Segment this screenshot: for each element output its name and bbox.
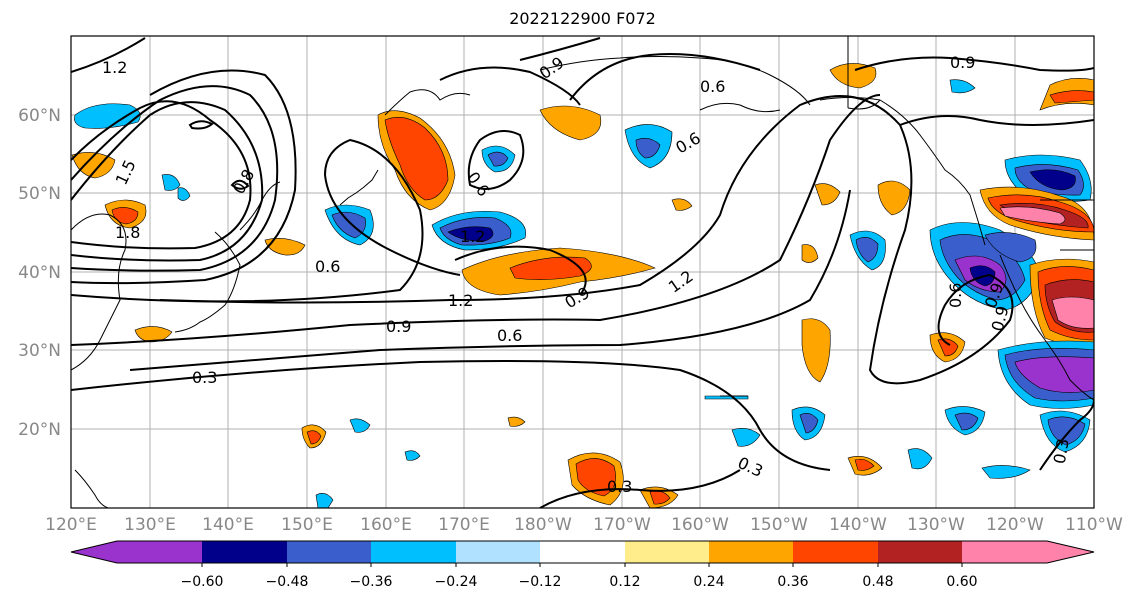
colorbar-swatch [709,541,793,563]
map-title: 2022122900 F072 [509,9,656,28]
lat-label: 30°N [18,341,61,361]
lon-label: 160°E [360,515,412,535]
svg-text:0.3: 0.3 [1050,437,1073,465]
lon-label: 140°E [202,515,254,535]
lon-label: 130°E [124,515,176,535]
colorbar-swatch [456,541,540,563]
lon-label: 170°W [593,515,651,535]
colorbar-swatch [878,541,962,563]
latitude-labels: 60°N 50°N 40°N 30°N 20°N [18,106,61,440]
svg-text:1.2: 1.2 [448,291,473,310]
colorbar-label: −0.24 [435,574,478,590]
lon-label: 150°E [281,515,333,535]
svg-text:0.3: 0.3 [192,368,217,387]
svg-text:0.3: 0.3 [607,477,632,496]
svg-text:1.2: 1.2 [460,227,485,246]
lon-label: 150°W [750,515,808,535]
lon-label: 110°W [1065,515,1123,535]
lon-label: 130°W [907,515,965,535]
lat-label: 40°N [18,263,61,283]
svg-text:0.6: 0.6 [497,326,522,345]
colorbar-label: 0.48 [862,574,893,590]
colorbar-label: 0.24 [693,574,724,590]
svg-text:0.9: 0.9 [386,317,411,336]
colorbar-swatch [793,541,878,563]
colorbar-label: −0.12 [519,574,562,590]
map-border [70,35,1095,509]
colorbar-label: 0.12 [609,574,640,590]
shaded-anomalies [71,63,1094,508]
svg-text:1.2: 1.2 [102,58,127,77]
colorbar-label: −0.36 [350,574,393,590]
colorbar-swatch [540,541,625,563]
lon-label: 120°W [986,515,1044,535]
colorbar: −0.60 −0.48 −0.36 −0.24 −0.12 0.12 0.24 … [70,540,1095,590]
colorbar-label: 0.36 [777,574,808,590]
svg-text:0.6: 0.6 [700,77,725,96]
colorbar-extend-high [1047,541,1094,563]
svg-text:1.8: 1.8 [115,223,140,242]
lat-label: 20°N [18,420,61,440]
lat-label: 50°N [18,184,61,204]
colorbar-swatch [287,541,371,563]
colorbar-extend-low [71,541,117,563]
colorbar-swatch [117,541,202,563]
lon-label: 160°W [671,515,729,535]
colorbar-swatch [202,541,287,563]
colorbar-label: −0.60 [181,574,224,590]
lon-label: 180°W [514,515,572,535]
svg-text:0.6: 0.6 [315,257,340,276]
lon-label: 120°E [45,515,97,535]
colorbar-label: 0.60 [946,574,977,590]
colorbar-swatch [962,541,1047,563]
coastlines [71,36,1094,508]
colorbar-swatch [625,541,709,563]
svg-text:0.9: 0.9 [950,53,975,72]
longitude-labels: 120°E 130°E 140°E 150°E 160°E 170°E 180°… [45,515,1123,535]
contour-lines [71,37,1094,508]
colorbar-swatch [371,541,456,563]
svg-text:0.6: 0.6 [946,283,965,308]
lon-label: 170°E [438,515,490,535]
lat-label: 60°N [18,106,61,126]
lon-label: 140°W [829,515,887,535]
colorbar-label: −0.48 [266,574,309,590]
